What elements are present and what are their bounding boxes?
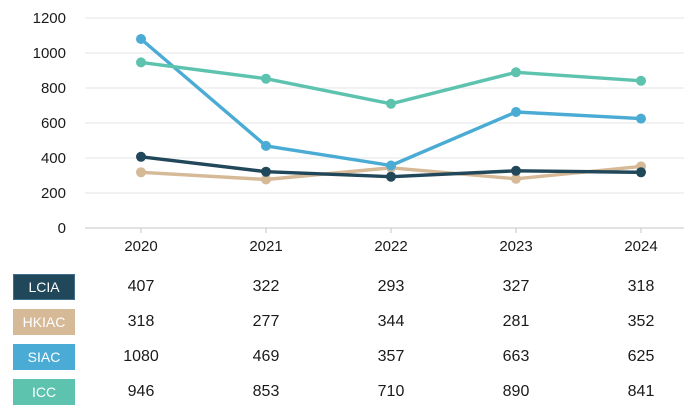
legend-swatch-siac: SIAC [13,344,75,370]
data-point-marker [511,107,521,117]
table-cell-lcia-2020: 407 [127,278,155,295]
x-tick-label: 2021 [249,238,282,255]
table-cell-lcia-2023: 327 [502,278,530,295]
data-point-marker [261,140,271,151]
data-point-marker [636,113,646,124]
table-cell-icc-2022: 710 [377,383,405,400]
data-point-marker [636,167,646,178]
series-siac [136,34,646,171]
y-tick-label: 200 [41,185,66,202]
table-cell-siac-2020: 1080 [123,348,159,365]
table-cell-hkiac-2022: 344 [377,313,405,330]
data-point-marker [511,165,521,176]
table-cell-lcia-2021: 322 [252,278,280,295]
y-tick-label: 800 [41,80,66,97]
y-axis-labels: 0 200 400 600 800 1000 1200 [33,10,66,237]
data-point-marker [511,67,521,78]
data-point-marker [261,73,271,84]
table-cell-hkiac-2020: 318 [127,313,155,330]
series-lcia [136,151,646,182]
data-point-marker [386,171,396,182]
table-cell-lcia-2022: 293 [377,278,405,295]
legend-swatch-lcia: LCIA [13,274,75,300]
data-point-marker [386,160,396,171]
data-point-marker [386,98,396,109]
x-tick-label: 2023 [499,238,532,255]
data-point-marker [261,166,271,177]
table-cell-hkiac-2024: 352 [627,313,655,330]
table-cell-siac-2023: 663 [502,348,530,365]
x-tick-label: 2020 [124,238,157,255]
data-point-marker [136,57,146,68]
y-tick-label: 0 [58,220,66,237]
data-point-marker [511,173,521,184]
y-tick-label: 400 [41,150,66,167]
y-tick-label: 600 [41,115,66,132]
data-point-marker [136,151,146,162]
legend-swatch-icc: ICC [13,379,75,405]
table-cell-icc-2021: 853 [252,383,280,400]
x-tick-label: 2022 [374,238,407,255]
data-point-marker [261,174,271,185]
gridlines [85,17,684,229]
table-cell-lcia-2024: 318 [627,278,655,295]
table-cell-hkiac-2021: 277 [252,313,280,330]
table-cell-siac-2022: 357 [377,348,405,365]
table-cell-siac-2024: 625 [627,348,655,365]
data-point-marker [636,75,646,86]
x-axis: 2020 2021 2022 2023 2024 [124,228,658,255]
y-tick-label: 1200 [33,10,66,27]
series-line [139,60,643,106]
data-point-marker [136,167,146,178]
series-icc [136,57,646,109]
table-cell-icc-2024: 841 [627,383,655,400]
table-cell-hkiac-2023: 281 [502,313,530,330]
data-point-marker [136,34,146,44]
table-cell-icc-2020: 946 [127,383,155,400]
table-cell-siac-2021: 469 [252,348,280,365]
x-tick-label: 2024 [624,238,657,255]
legend-swatch-hkiac: HKIAC [13,309,75,335]
table-cell-icc-2023: 890 [502,383,530,400]
y-tick-label: 1000 [33,45,66,62]
